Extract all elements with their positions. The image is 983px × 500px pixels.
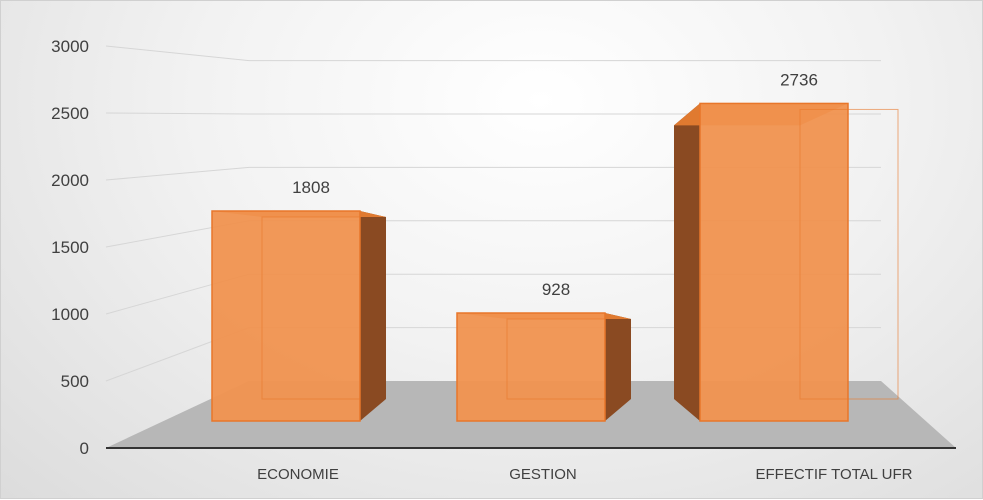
bar-inner-edge — [261, 216, 361, 400]
bar-side-face — [674, 103, 700, 421]
bar-front-face — [699, 102, 849, 422]
bar-front-face — [456, 312, 606, 422]
bar-inner-edge — [799, 108, 899, 400]
bar-economie — [211, 210, 386, 422]
data-label: 2736 — [780, 70, 818, 89]
gridline-diagonal — [105, 45, 250, 62]
bar-inner-edge — [506, 318, 606, 400]
x-category-label: EFFECTIF TOTAL UFR — [756, 466, 913, 483]
y-tick-label: 500 — [61, 372, 89, 391]
x-category-label: GESTION — [509, 466, 577, 483]
gridline-diagonal — [105, 112, 250, 115]
data-label: 928 — [542, 280, 570, 299]
bar-effectif-total-ufr — [674, 102, 899, 422]
labels: 0 500 1000 1500 2000 2500 3000 1808 ECONOMIE 928 G… — [51, 37, 912, 483]
x-category-label: ECONOMIE — [257, 466, 339, 483]
bar-gestion — [456, 312, 631, 422]
y-tick-label: 1000 — [51, 305, 89, 324]
y-tick-label: 3000 — [51, 37, 89, 56]
y-tick-label: 2000 — [51, 171, 89, 190]
y-tick-label: 0 — [80, 439, 89, 458]
bar-side-face — [605, 313, 631, 421]
data-label: 1808 — [292, 178, 330, 197]
gridline-diagonal — [105, 166, 250, 181]
bars — [211, 102, 899, 422]
y-tick-label: 1500 — [51, 238, 89, 257]
bar-side-face — [360, 211, 386, 421]
bar-front-face — [211, 210, 361, 422]
y-tick-label: 2500 — [51, 104, 89, 123]
